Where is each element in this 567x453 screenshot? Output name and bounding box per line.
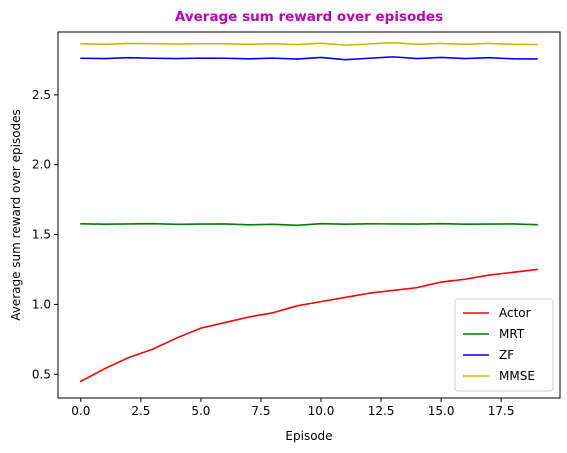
series-line-zf — [80, 56, 538, 61]
x-axis-label: Episode — [285, 429, 332, 443]
x-tick-label: 10.0 — [308, 404, 335, 418]
plot-area — [80, 41, 538, 383]
legend-label-mmse: MMSE — [499, 369, 535, 383]
x-tick-label: 0.0 — [71, 404, 90, 418]
axis-ticks: 0.0 2.5 5.0 7.5 10.0 12.5 15.0 17.5 0.5 1.0 1.5 2.0… — [32, 88, 515, 418]
x-tick-label: 12.5 — [368, 404, 395, 418]
legend-frame — [454, 298, 554, 392]
legend-label-zf: ZF — [499, 348, 514, 362]
plot-frame — [57, 31, 561, 399]
x-tick-label: 7.5 — [251, 404, 270, 418]
y-tick-label: 2.0 — [32, 158, 51, 172]
x-tick-label: 2.5 — [131, 404, 150, 418]
x-tick-label: 5.0 — [191, 404, 210, 418]
y-tick-label: 1.0 — [32, 297, 51, 311]
legend-label-mrt: MRT — [499, 327, 525, 341]
series-line-actor — [80, 268, 538, 383]
series-line-mmse — [80, 41, 538, 46]
y-tick-label: 2.5 — [32, 88, 51, 102]
series-line-mrt — [80, 222, 538, 227]
x-tick-label: 15.0 — [428, 404, 455, 418]
y-tick-label: 0.5 — [32, 367, 51, 381]
legend-label-actor: Actor — [499, 306, 531, 320]
legend: Actor MRT ZF MMSE — [454, 298, 554, 392]
chart-title: Average sum reward over episodes — [175, 9, 443, 25]
y-axis-label: Average sum reward over episodes — [9, 109, 23, 321]
y-tick-label: 1.5 — [32, 228, 51, 242]
x-tick-label: 17.5 — [488, 404, 515, 418]
